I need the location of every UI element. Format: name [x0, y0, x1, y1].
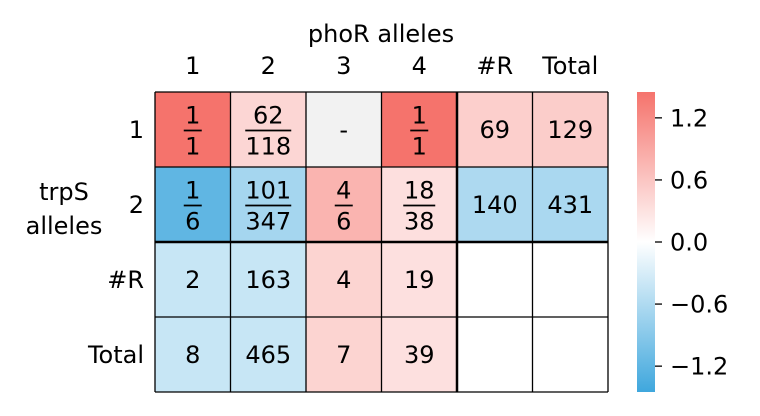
- heatmap-cell: [457, 317, 533, 392]
- cell-denominator: 6: [185, 208, 200, 236]
- heatmap-cell: [457, 167, 533, 242]
- heatmap-cells: 1 1 62 118 - 1 1 69 129 1 6 101 347 4 6 18 38 140 431 2 163 4…: [155, 92, 608, 392]
- cell-label: -: [339, 116, 348, 144]
- heatmap-cell: [306, 92, 382, 167]
- cell-numerator: 4: [336, 177, 351, 205]
- x-tick-label: Total: [541, 52, 598, 80]
- x-axis-title: phoR alleles: [308, 20, 454, 48]
- cell-label: 140: [472, 191, 518, 219]
- colorbar-tick-label: 0.6: [670, 166, 708, 194]
- y-axis-title-line1: trpS: [39, 178, 89, 206]
- heatmap-cell: [381, 167, 457, 242]
- heatmap-cell: [155, 317, 231, 392]
- cell-label: 431: [547, 191, 593, 219]
- heatmap-cell: [155, 167, 231, 242]
- cell-label: 465: [245, 341, 291, 369]
- heatmap-cell: [381, 242, 457, 317]
- colorbar-tick-label: −1.2: [670, 353, 728, 381]
- heatmap-cell: [532, 242, 608, 317]
- heatmap-cell: [381, 317, 457, 392]
- cell-denominator: 1: [412, 133, 427, 161]
- x-tick-labels: 1 2 3 4 #R Total: [185, 52, 598, 80]
- heatmap-cell: [532, 317, 608, 392]
- colorbar-tick-label: 0.0: [670, 229, 708, 257]
- colorbar-tick-label: 1.2: [670, 104, 708, 132]
- heatmap-cell: [457, 92, 533, 167]
- cell-denominator: 38: [404, 208, 435, 236]
- cell-label: 69: [479, 116, 510, 144]
- cell-numerator: 1: [185, 177, 200, 205]
- y-tick-label: Total: [87, 341, 144, 369]
- cell-label: 39: [404, 341, 435, 369]
- cell-numerator: 1: [185, 102, 200, 130]
- colorbar: [637, 92, 655, 392]
- cell-label: 4: [336, 266, 351, 294]
- y-tick-labels: 1 2 #R Total: [87, 116, 144, 369]
- heatmap-cell: [155, 242, 231, 317]
- cell-denominator: 347: [245, 208, 291, 236]
- x-tick-label: 4: [412, 52, 427, 80]
- x-tick-label: 2: [261, 52, 276, 80]
- cell-numerator: 62: [253, 102, 284, 130]
- cell-denominator: 6: [336, 208, 351, 236]
- heatmap-cell: [230, 92, 306, 167]
- x-tick-label: 3: [336, 52, 351, 80]
- cell-label: 8: [185, 341, 200, 369]
- heatmap-cell: [155, 92, 231, 167]
- y-tick-label: #R: [107, 266, 144, 294]
- cell-denominator: 118: [245, 133, 291, 161]
- heatmap-cell: [532, 167, 608, 242]
- cell-label: 2: [185, 266, 200, 294]
- y-tick-label: 1: [129, 116, 144, 144]
- heatmap-cell: [457, 242, 533, 317]
- cell-denominator: 1: [185, 133, 200, 161]
- heatmap-cell: [306, 242, 382, 317]
- cell-numerator: 1: [412, 102, 427, 130]
- heatmap-cell: [306, 317, 382, 392]
- cell-numerator: 18: [404, 177, 435, 205]
- y-tick-label: 2: [129, 191, 144, 219]
- heatmap-cell: [381, 92, 457, 167]
- cell-label: 7: [336, 341, 351, 369]
- cell-label: 163: [245, 266, 291, 294]
- x-tick-label: #R: [476, 52, 513, 80]
- cell-numerator: 101: [245, 177, 291, 205]
- heatmap-cell: [230, 167, 306, 242]
- cell-label: 19: [404, 266, 435, 294]
- heatmap-cell: [306, 167, 382, 242]
- grid-lines: [154, 91, 609, 393]
- colorbar-tick-label: −0.6: [670, 291, 728, 319]
- y-axis-title-line2: alleles: [26, 212, 103, 240]
- cell-label: 129: [547, 116, 593, 144]
- x-tick-label: 1: [185, 52, 200, 80]
- heatmap-cell: [230, 242, 306, 317]
- heatmap-cell: [230, 317, 306, 392]
- colorbar-ticks: 1.2 0.6 0.0 −0.6 −1.2: [655, 104, 728, 381]
- heatmap-cell: [532, 92, 608, 167]
